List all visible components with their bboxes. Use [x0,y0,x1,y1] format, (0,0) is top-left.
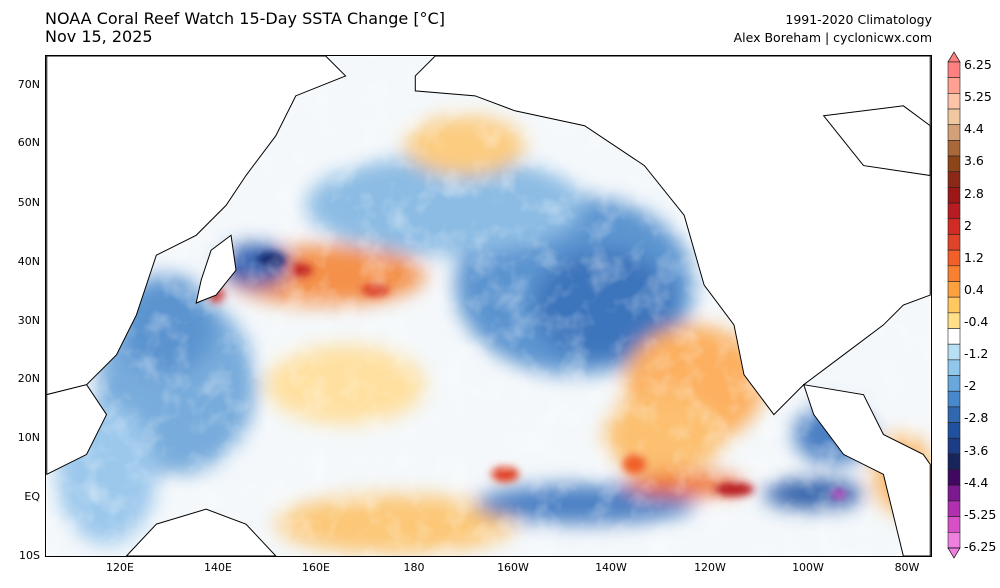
hudson-bay-coast [822,105,931,177]
colorbar-label: 2.8 [964,185,984,201]
colorbar-label: -6.25 [964,539,997,554]
ssta-map [45,55,932,557]
colorbar-segment [947,140,961,157]
colorbar-segment [947,171,961,188]
colorbar-label: -2 [964,378,977,394]
colorbar-label: -5.25 [964,506,997,522]
colorbar-segment [947,328,961,345]
colorbar-segment [947,469,961,486]
lon-label: 120W [694,561,726,574]
colorbar-segment [947,61,961,78]
colorbar-segment [947,108,961,126]
lon-label: 180 [403,561,425,574]
colorbar-label: 1.2 [964,249,984,265]
lat-label: 10S [19,549,40,562]
colorbar-segment [947,202,961,220]
southeast-asia-land [46,384,108,476]
colorbar-segment [947,406,961,423]
climatology-label: 1991-2020 Climatology [785,12,932,27]
colorbar-label: 6.25 [964,57,992,72]
colorbar-segment [947,484,961,502]
colorbar-label: 3.6 [964,153,984,169]
lon-label: 160W [497,561,529,574]
japan-land [195,234,237,304]
colorbar-segment [947,437,961,455]
colorbar-segment [947,375,961,392]
lat-label: 20N [17,372,40,385]
colorbar-segment [947,155,961,173]
colorbar-label: -1.2 [964,346,989,362]
colorbar-segment [947,359,961,376]
colorbar-label: -2.8 [964,410,989,426]
lat-label: 30N [17,314,40,327]
colorbar [947,51,961,559]
map-title: NOAA Coral Reef Watch 15-Day SSTA Change… [45,9,445,28]
colorbar-segment [947,187,961,204]
author-credit: Alex Boreham | cyclonicwx.com [733,30,932,45]
lon-label: 140E [204,561,232,574]
central-america-land [803,384,931,556]
colorbar-segment [947,281,961,298]
lon-label: 160E [302,561,330,574]
lat-label: 70N [17,78,40,91]
lon-label: 140W [595,561,627,574]
colorbar-segment [947,124,961,141]
lat-label: 50N [17,196,40,209]
lon-label: 100W [792,561,824,574]
lat-label: 10N [17,431,40,444]
colorbar-segment [947,453,961,470]
map-date: Nov 15, 2025 [45,27,153,46]
colorbar-label: -3.6 [964,442,989,458]
colorbar-label: -4.4 [964,474,989,490]
colorbar-label: -0.4 [964,314,989,330]
colorbar-segment [947,343,961,361]
colorbar-segment [947,234,961,251]
new-guinea-land [125,508,277,556]
lat-label: 60N [17,136,40,149]
colorbar-segment [947,218,961,235]
asia-land [46,56,347,396]
colorbar-segment [947,265,961,282]
colorbar-segment [947,77,961,94]
colorbar-max-arrow [947,51,961,63]
landmasses [46,56,931,556]
lat-label: EQ [24,490,40,503]
colorbar-segment [947,422,961,439]
colorbar-segment [947,312,961,329]
lon-label: 80W [894,561,920,574]
colorbar-label: 4.4 [964,121,984,137]
lon-label: 120E [106,561,134,574]
north-america-land [414,56,931,416]
colorbar-segment [947,249,961,267]
colorbar-segment [947,516,961,533]
colorbar-label: 5.25 [964,89,992,105]
colorbar-segment [947,296,961,314]
colorbar-segment [947,500,961,517]
colorbar-label: 2 [964,217,972,233]
colorbar-min-arrow [947,547,961,559]
colorbar-segment [947,390,961,408]
colorbar-label: 0.4 [964,281,984,297]
colorbar-segment [947,532,961,549]
lat-label: 40N [17,255,40,268]
colorbar-segment [947,93,961,110]
